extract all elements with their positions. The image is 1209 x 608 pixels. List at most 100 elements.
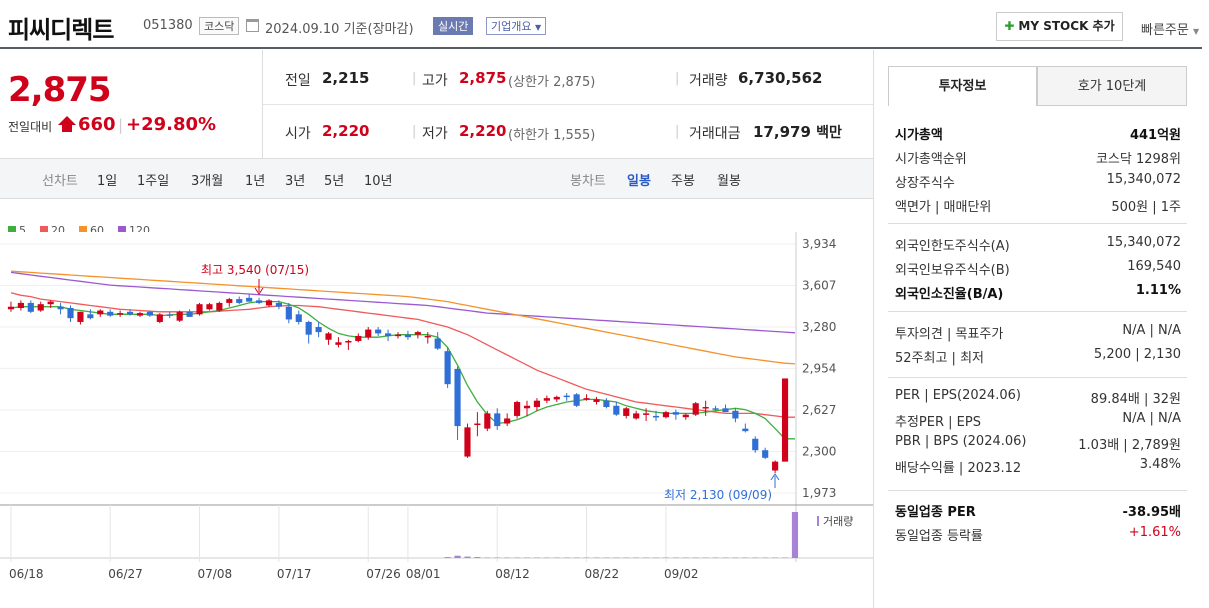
- candle-body: [434, 338, 441, 349]
- x-tick-label: 07/26: [366, 567, 401, 581]
- invest-label[interactable]: 시가총액순위: [895, 152, 967, 167]
- open-value: 2,220: [322, 122, 370, 140]
- price-chart[interactable]: 3,934 3,607 3,280 2,954 2,627 2,300 1,973 06/1…: [0, 232, 873, 608]
- candle-daily[interactable]: 일봉: [627, 174, 651, 189]
- x-tick-label: 06/27: [108, 567, 143, 581]
- candle-body: [117, 313, 124, 315]
- tab-orderbook[interactable]: 호가 10단계: [1037, 66, 1187, 106]
- corp-overview-dropdown[interactable]: 기업개요 ▼: [486, 17, 547, 35]
- volume-bar: [444, 557, 451, 558]
- invest-label[interactable]: 외국인소진율(B/A): [895, 287, 1004, 302]
- candle-body: [504, 418, 511, 424]
- candle-body: [643, 413, 650, 415]
- candle-body: [146, 311, 153, 316]
- volume-label: 거래량: [823, 515, 853, 528]
- panel-divider: [873, 50, 874, 608]
- prev-close-value: 2,215: [322, 69, 370, 87]
- separator: |: [412, 71, 417, 86]
- candle-body: [712, 408, 719, 410]
- candle-body: [623, 408, 630, 416]
- mystock-add-button[interactable]: ✚ MY STOCK 추가: [996, 12, 1123, 41]
- period-3y[interactable]: 3년: [285, 174, 306, 189]
- volume-legend-swatch: [817, 516, 819, 526]
- x-tick-label: 09/02: [664, 567, 699, 581]
- candle-body: [533, 400, 541, 408]
- x-tick-label: 08/12: [495, 567, 530, 581]
- header-divider: [0, 47, 1202, 49]
- candle-body: [672, 412, 679, 415]
- invest-label[interactable]: PBR | BPS (2024.06): [895, 434, 1027, 449]
- high-label: 고가: [422, 73, 448, 89]
- invest-value: 3.48%: [1139, 457, 1181, 472]
- candle-body: [107, 311, 114, 316]
- section-divider: [888, 490, 1187, 491]
- candle-body: [255, 300, 263, 303]
- invest-value: 15,340,072: [1106, 172, 1181, 187]
- x-tick-label: 06/18: [9, 567, 44, 581]
- candle-body: [722, 408, 729, 413]
- invest-value: 1.03배 | 2,789원: [1078, 438, 1181, 453]
- invest-label[interactable]: 추정PER | EPS: [895, 415, 981, 430]
- period-1d[interactable]: 1일: [97, 174, 118, 189]
- low-arrow-head: [770, 473, 780, 481]
- candle-body: [295, 314, 302, 322]
- quick-order-dropdown[interactable]: 빠른주문 ▼: [1141, 23, 1200, 38]
- candle-monthly[interactable]: 월봉: [717, 174, 741, 189]
- ma60-line: [10, 270, 796, 365]
- candle-body: [484, 413, 491, 429]
- candle-body: [633, 413, 640, 419]
- period-10y[interactable]: 10년: [364, 174, 393, 189]
- divider: [262, 50, 263, 158]
- invest-label[interactable]: 52주최고 | 최저: [895, 351, 984, 366]
- candle-body: [762, 450, 769, 458]
- realtime-button[interactable]: 실시간: [433, 17, 474, 35]
- y-tick-label: 3,607: [802, 279, 836, 293]
- candle-body: [662, 412, 670, 418]
- period-1w[interactable]: 1주일: [137, 174, 170, 189]
- invest-value: 1.11%: [1135, 283, 1181, 298]
- candle-body: [444, 351, 451, 385]
- candle-body: [781, 378, 789, 462]
- section-divider: [888, 377, 1187, 378]
- x-tick-label: 07/17: [277, 567, 312, 581]
- y-tick-label: 2,954: [802, 361, 836, 375]
- candle-body: [523, 405, 531, 409]
- invest-label[interactable]: PER | EPS(2024.06): [895, 388, 1021, 403]
- invest-label[interactable]: 배당수익률 | 2023.12: [895, 461, 1022, 476]
- candle-body: [196, 304, 203, 315]
- ma20-line: [10, 292, 795, 418]
- candle-body: [365, 329, 372, 338]
- y-tick-label: 2,300: [802, 444, 836, 458]
- candle-body: [583, 398, 590, 400]
- separator: |: [675, 124, 680, 139]
- candle-body: [315, 327, 322, 333]
- candle-body: [414, 332, 421, 335]
- candle-body: [603, 400, 610, 408]
- open-label: 시가: [285, 126, 311, 142]
- invest-label[interactable]: 동일업종 등락률: [895, 529, 983, 544]
- volume-bar: [791, 512, 799, 558]
- invest-value: +1.61%: [1128, 525, 1181, 540]
- invest-label: 시가총액: [895, 128, 943, 143]
- separator: |: [412, 124, 417, 139]
- chevron-down-icon: ▼: [534, 23, 542, 32]
- low-annotation: 최저 2,130 (09/09): [664, 488, 772, 502]
- period-1y[interactable]: 1년: [245, 174, 266, 189]
- invest-label: 액면가 | 매매단위: [895, 200, 992, 215]
- upper-limit: (상한가 2,875): [508, 75, 596, 90]
- candle-body: [355, 335, 362, 342]
- period-3m[interactable]: 3개월: [191, 174, 224, 189]
- calendar-icon: [246, 19, 259, 32]
- tab-invest-info[interactable]: 투자정보: [888, 66, 1037, 106]
- invest-value: 500원 | 1주: [1111, 200, 1181, 215]
- divider: [263, 104, 873, 105]
- volume-bar: [454, 555, 461, 558]
- candle-body: [573, 394, 580, 406]
- period-5y[interactable]: 5년: [324, 174, 345, 189]
- candle-body: [57, 306, 64, 310]
- candle-body: [176, 311, 183, 321]
- invest-value: N/A | N/A: [1122, 323, 1181, 338]
- separator: |: [675, 71, 680, 86]
- invest-label[interactable]: 동일업종 PER: [895, 505, 976, 520]
- candle-weekly[interactable]: 주봉: [671, 174, 695, 189]
